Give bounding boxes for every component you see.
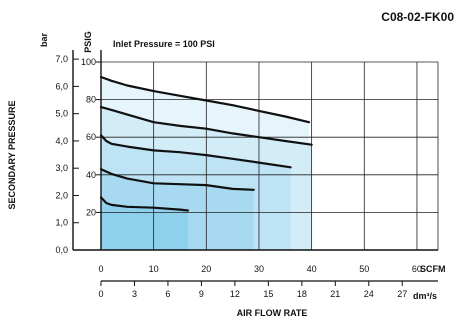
y-tick-bar-2: 2,0 bbox=[55, 190, 68, 200]
y-tick-bar-4: 4,0 bbox=[55, 136, 68, 146]
y-unit-psig: PSIG bbox=[83, 31, 93, 53]
x-tick-dm3s-7: 21 bbox=[330, 289, 340, 299]
y-tick-bar-7: 7,0 bbox=[55, 54, 68, 64]
fill-area-5 bbox=[101, 197, 188, 250]
y-tick-psig-4: 100 bbox=[81, 57, 96, 67]
x-unit-dm3s: dm³/s bbox=[413, 291, 437, 301]
x-tick-dm3s-1: 3 bbox=[132, 289, 137, 299]
x-tick-scfm-2: 20 bbox=[201, 264, 211, 274]
y-axis-title: SECONDARY PRESSURE bbox=[7, 100, 17, 209]
y-tick-psig-3: 80 bbox=[86, 95, 96, 105]
y-tick-psig-0: 20 bbox=[86, 207, 96, 217]
x-tick-scfm-0: 0 bbox=[98, 264, 103, 274]
x-tick-dm3s-0: 0 bbox=[98, 289, 103, 299]
x-unit-scfm: SCFM bbox=[420, 264, 446, 274]
x-tick-scfm-5: 50 bbox=[359, 264, 369, 274]
x-tick-scfm-6: 60 bbox=[412, 264, 422, 274]
inlet-pressure-annotation: Inlet Pressure = 100 PSI bbox=[113, 39, 215, 49]
pressure-curve-3 bbox=[99, 134, 292, 169]
y-tick-psig-2: 60 bbox=[86, 132, 96, 142]
y-tick-bar-1: 1,0 bbox=[55, 218, 68, 228]
x-tick-dm3s-9: 27 bbox=[397, 289, 407, 299]
x-tick-dm3s-5: 15 bbox=[263, 289, 273, 299]
x-tick-dm3s-6: 18 bbox=[297, 289, 307, 299]
y-tick-bar-3: 3,0 bbox=[55, 163, 68, 173]
chart-code: C08-02-FK00 bbox=[381, 10, 454, 24]
x-axis-title: AIR FLOW RATE bbox=[237, 308, 308, 318]
x-tick-scfm-4: 40 bbox=[307, 264, 317, 274]
x-tick-dm3s-8: 24 bbox=[364, 289, 374, 299]
pressure-curve-2 bbox=[99, 105, 313, 146]
pressure-curve-1 bbox=[99, 75, 311, 124]
y-tick-bar-0: 0,0 bbox=[55, 245, 68, 255]
pressure-curve-4 bbox=[99, 168, 255, 191]
pressure-curves bbox=[99, 75, 313, 212]
y-tick-bar-5: 5,0 bbox=[55, 109, 68, 119]
x-tick-scfm-3: 30 bbox=[254, 264, 264, 274]
x-tick-dm3s-4: 12 bbox=[230, 289, 240, 299]
grid-lines bbox=[101, 61, 439, 250]
x-tick-scfm-1: 10 bbox=[149, 264, 159, 274]
tick-labels: 0 10 20 30 40 50 60 0 3 6 9 12 15 18 21 24 27 20 40 60 80 100… bbox=[55, 54, 421, 299]
pressure-curve-5 bbox=[99, 196, 189, 212]
y-tick-psig-1: 40 bbox=[86, 170, 96, 180]
axes bbox=[72, 50, 438, 282]
y-tick-bar-6: 6,0 bbox=[55, 81, 68, 91]
x-tick-dm3s-3: 9 bbox=[199, 289, 204, 299]
x-tick-dm3s-2: 6 bbox=[165, 289, 170, 299]
y-unit-bar: bar bbox=[39, 33, 49, 48]
